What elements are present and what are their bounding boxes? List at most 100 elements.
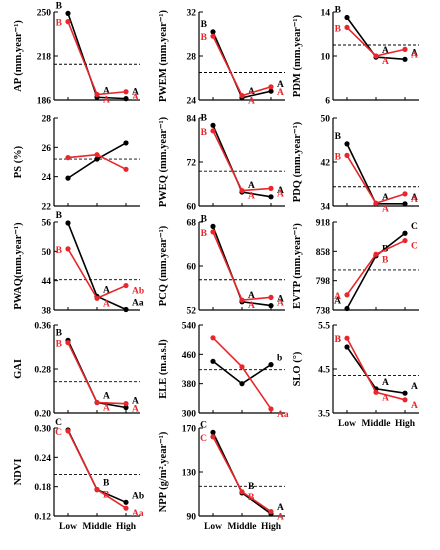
y-axis-label: EVTP (mm.year⁻¹) <box>292 223 303 309</box>
point-label: b <box>277 354 282 364</box>
y-tick-label: 6 <box>325 97 330 107</box>
data-point <box>65 10 71 16</box>
x-tick-label: Middle <box>227 522 256 532</box>
point-label: B <box>56 340 63 350</box>
point-label: A <box>277 186 284 196</box>
point-label: B <box>56 246 63 256</box>
y-tick-label: 28 <box>187 53 197 63</box>
data-point <box>123 306 129 313</box>
point-label: B <box>56 328 63 338</box>
data-point <box>239 93 245 99</box>
point-label: A <box>334 292 341 302</box>
y-tick-label: 32 <box>187 9 197 19</box>
point-label: A <box>103 299 110 309</box>
data-point <box>268 303 274 309</box>
point-label: B <box>201 113 208 123</box>
point-label: B <box>56 211 63 221</box>
y-tick-label: 380 <box>182 380 197 390</box>
data-point <box>268 185 274 191</box>
point-label: A <box>382 378 389 388</box>
y-tick-label: 4.5 <box>318 366 330 376</box>
point-label: A <box>277 298 284 308</box>
data-point <box>65 155 71 161</box>
point-label: Ab <box>132 491 144 501</box>
series-line-red <box>346 239 406 296</box>
y-axis-label: PWAQ(mm.year⁻¹) <box>13 222 24 310</box>
point-label: A <box>382 57 389 67</box>
series-line-red <box>67 21 127 96</box>
y-tick-label: 72 <box>187 159 197 169</box>
y-axis-label: PDM (mm.year⁻¹) <box>292 14 303 97</box>
point-label: B <box>201 214 208 224</box>
point-label: A <box>103 404 110 414</box>
series-line-red <box>67 248 127 300</box>
y-tick-label: 0.36 <box>34 322 51 332</box>
y-tick-label: 44 <box>42 277 52 287</box>
data-point <box>268 84 274 90</box>
point-label: B <box>201 33 208 43</box>
y-tick-label: 24 <box>42 173 52 183</box>
y-axis-label: PDQ (mm.year⁻¹) <box>292 121 303 202</box>
point-label: A <box>103 392 110 402</box>
data-point <box>94 156 100 162</box>
data-point <box>123 282 129 289</box>
y-tick-label: 10 <box>321 53 331 63</box>
series-line-red <box>212 231 272 301</box>
subplot-7: 38 44 50 56 PWAQ(mm.year⁻¹) B A Aa B A Ab <box>13 211 144 317</box>
series-line-red <box>212 436 272 513</box>
y-tick-label: 540 <box>182 322 197 332</box>
y-tick-label: 0.12 <box>34 513 51 523</box>
data-point <box>239 381 245 387</box>
point-label: A <box>277 189 284 199</box>
x-tick-label: Low <box>338 419 356 429</box>
point-label: A <box>334 297 341 307</box>
point-label: A <box>411 382 418 392</box>
y-tick-label: 798 <box>316 277 331 287</box>
point-label: Ab <box>132 287 144 297</box>
data-point <box>123 140 129 146</box>
point-label: B <box>335 335 342 345</box>
point-label: B <box>56 19 63 29</box>
series-line-black <box>212 226 272 307</box>
data-point <box>210 434 216 440</box>
data-point <box>402 230 408 236</box>
y-tick-label: 186 <box>37 97 52 107</box>
data-point <box>402 397 408 403</box>
series-line-black <box>346 17 406 61</box>
data-point <box>210 429 216 435</box>
data-point <box>239 297 245 303</box>
point-label: C <box>200 420 207 430</box>
series-line-black <box>212 31 272 99</box>
x-tick-label: High <box>395 419 416 429</box>
point-label: A <box>382 193 389 203</box>
point-label: B <box>382 255 389 265</box>
y-axis-label: PWEM (mm.year⁻¹) <box>158 9 169 102</box>
data-point <box>65 175 71 181</box>
data-point <box>268 194 274 200</box>
point-label: B <box>248 493 255 503</box>
point-label: C <box>411 222 418 232</box>
y-axis-label: GAI <box>13 359 24 379</box>
subplot-4: 22 24 26 28 PS (%) <box>13 115 140 213</box>
point-label: A <box>132 93 139 103</box>
data-point <box>344 141 350 147</box>
series-line-black <box>346 143 405 205</box>
data-point <box>94 399 100 406</box>
point-label: B <box>335 152 342 162</box>
point-label: B <box>335 6 342 16</box>
data-point <box>94 152 100 158</box>
y-tick-label: 218 <box>37 53 52 63</box>
point-label: A <box>382 204 389 214</box>
data-point <box>210 33 216 39</box>
point-label: A <box>277 503 284 513</box>
point-label: A <box>382 46 389 56</box>
y-tick-label: 0.18 <box>34 483 51 493</box>
y-tick-label: 5.5 <box>318 322 330 332</box>
point-label: C <box>55 418 62 428</box>
y-tick-label: 90 <box>187 513 197 523</box>
